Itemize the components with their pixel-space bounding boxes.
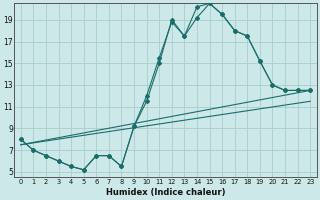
X-axis label: Humidex (Indice chaleur): Humidex (Indice chaleur): [106, 188, 225, 197]
